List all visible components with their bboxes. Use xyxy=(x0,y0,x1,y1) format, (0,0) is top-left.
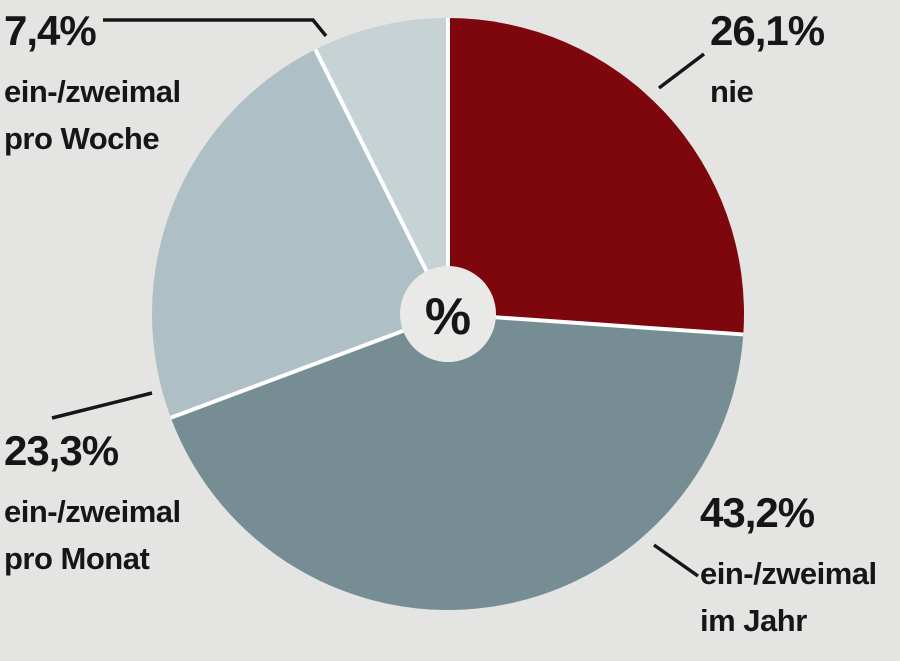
slice-value-nie: 26,1% xyxy=(710,7,825,54)
slice-text-jahr-line2: im Jahr xyxy=(700,603,807,638)
slice-separators xyxy=(170,18,744,420)
slice-text-nie-line1: nie xyxy=(710,74,754,109)
slice-label-nie: 26,1% nie xyxy=(710,7,825,115)
leader-line-woche xyxy=(103,18,328,38)
leader-line-monat xyxy=(51,391,153,420)
slice-value-jahr: 43,2% xyxy=(700,489,815,536)
leader-lines xyxy=(51,18,706,578)
slice-separator xyxy=(313,48,450,315)
pie-slice-nie xyxy=(448,18,744,335)
slice-separator xyxy=(170,312,449,420)
slice-text-monat-line2: pro Monat xyxy=(4,541,150,576)
pie-slice-ein-zweimal-pro-woche xyxy=(315,18,448,314)
pie-slice-ein-zweimal-pro-monat xyxy=(152,49,448,418)
slice-text-jahr-line1: ein-/zweimal xyxy=(700,556,877,591)
slice-separator xyxy=(447,312,744,337)
pie-slice-ein-zweimal-im-jahr xyxy=(170,314,744,610)
slice-text-monat-line1: ein-/zweimal xyxy=(4,494,181,529)
pie-center-unit-label: % xyxy=(424,288,472,346)
slice-text-woche-line2: pro Woche xyxy=(4,121,160,156)
pie-slices xyxy=(152,18,744,610)
donut-hole-circle xyxy=(400,266,496,362)
slice-label-jahr: 43,2% ein-/zweimal im Jahr xyxy=(700,490,877,644)
slice-value-monat: 23,3% xyxy=(4,427,119,474)
leader-line-nie xyxy=(657,52,706,90)
slice-label-monat: 23,3% ein-/zweimal pro Monat xyxy=(4,428,181,582)
slice-text-woche-line1: ein-/zweimal xyxy=(4,74,181,109)
leader-line-jahr xyxy=(652,543,700,578)
slice-value-woche: 7,4% xyxy=(4,7,97,54)
slice-label-woche: 7,4% ein-/zweimal pro Woche xyxy=(4,8,181,162)
